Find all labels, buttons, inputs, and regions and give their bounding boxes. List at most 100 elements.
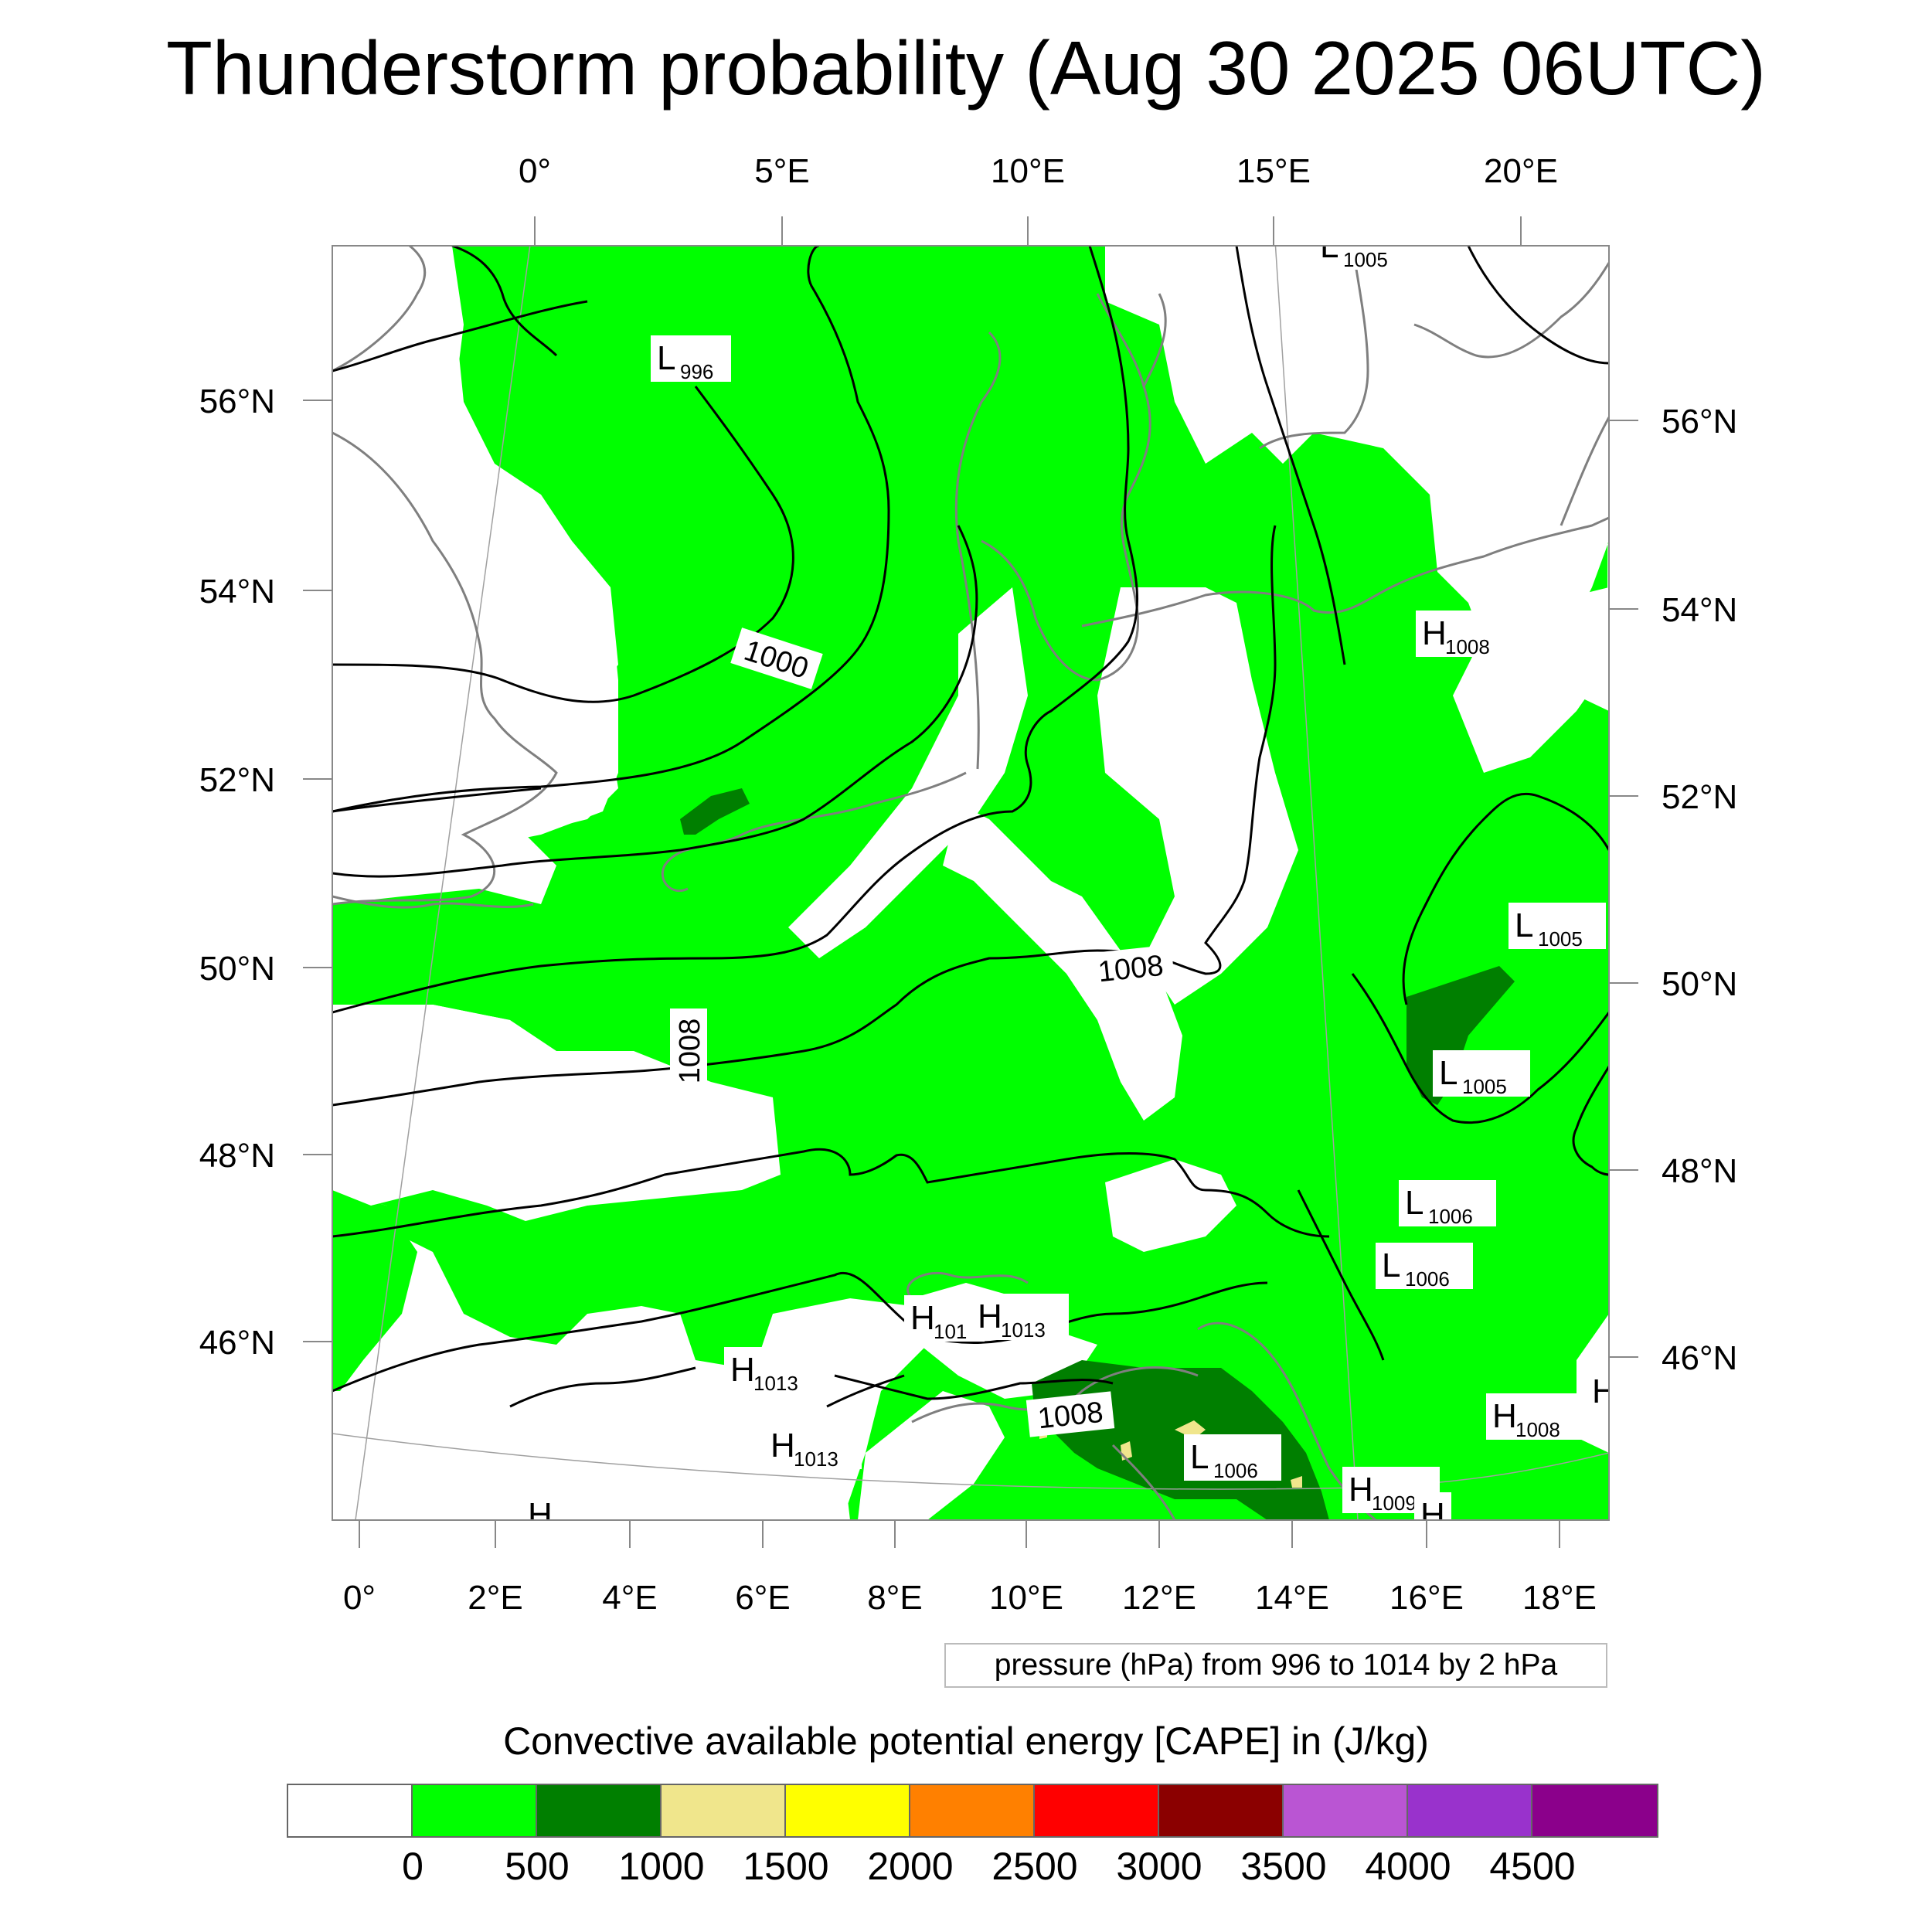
contour-label-1008-c: 1008 (1026, 1391, 1115, 1437)
pressure-center-label: H (1414, 1492, 1451, 1534)
pressure-center-value: 1008 (1515, 1418, 1560, 1441)
colorbar-tick-label: 3000 (1116, 1845, 1202, 1888)
pressure-center-letter: L (1439, 1054, 1458, 1092)
bottom-longitude-labels: 0° 2°E 4°E 6°E 8°E 10°E 12°E 14°E 16°E 1… (343, 1579, 1597, 1617)
pressure-center-value: 1006 (1213, 1459, 1258, 1482)
colorbar-swatch (1408, 1785, 1532, 1836)
lon-label-bottom: 6°E (735, 1579, 790, 1617)
pressure-center-letter: H (910, 1299, 935, 1337)
pressure-center-letter: H (1420, 1496, 1445, 1534)
contour-label-bg (730, 628, 823, 689)
pressure-center-letter: L (657, 339, 675, 377)
pressure-center-value: 1008 (1445, 635, 1490, 658)
pressure-center-letter: L (1515, 906, 1533, 944)
pressure-center-value: 996 (680, 360, 713, 383)
right-latitude-labels: 56°N 54°N 52°N 50°N 48°N 46°N (1662, 403, 1737, 1377)
lat-label-left: 56°N (199, 383, 275, 420)
pressure-center-value: 1006 (1428, 1205, 1473, 1228)
lon-label-bottom: 8°E (867, 1579, 922, 1617)
pressure-center-letter: L (1405, 1184, 1423, 1222)
lat-label-right: 48°N (1662, 1152, 1737, 1190)
pressure-center-letter: L (1190, 1438, 1209, 1476)
lon-label-bottom: 10°E (989, 1579, 1063, 1617)
pressure-center-letter: H (730, 1351, 755, 1389)
pressure-center-bg (971, 1294, 1069, 1340)
contour-label-text: 1008 (674, 1019, 706, 1084)
pressure-center-bg (724, 1347, 821, 1393)
cape-area-north-sea (332, 246, 1609, 1520)
colorbar-swatch (786, 1785, 910, 1836)
pressure-center-value: 1005 (1462, 1075, 1507, 1098)
lon-label-top: 15°E (1236, 152, 1311, 190)
contour-label-1008-a: 1008 (1086, 944, 1175, 991)
pressure-center-value: 1005 (1538, 927, 1583, 951)
colorbar-tick-label: 3500 (1240, 1845, 1327, 1888)
colorbar-swatch (537, 1785, 662, 1836)
pressure-center-letter: L (1382, 1247, 1400, 1284)
pressure-center-bg (1414, 1492, 1451, 1520)
lon-label-top: 5°E (754, 152, 809, 190)
contour-label-bg (670, 1009, 707, 1094)
colorbar-swatch (662, 1785, 786, 1836)
colorbar-tick-label: 2500 (992, 1845, 1078, 1888)
colorbar (287, 1784, 1658, 1838)
lat-label-left: 46°N (199, 1324, 275, 1362)
pressure-center-value: 1006 (1405, 1267, 1450, 1291)
pressure-center-label: H (1586, 1369, 1617, 1415)
graticule (332, 246, 1609, 1520)
colorbar-tick-label: 500 (505, 1845, 570, 1888)
pressure-center-bg (651, 335, 731, 382)
lon-label-top: 10°E (991, 152, 1065, 190)
colorbar-swatch (1159, 1785, 1284, 1836)
pressure-center-value: 101 (934, 1320, 967, 1343)
pressure-center-letter: H (1592, 1372, 1617, 1410)
lon-label-bottom: 18°E (1522, 1579, 1597, 1617)
pressure-center-letter: H (1492, 1397, 1517, 1435)
pressure-center-label: L 1006 (1399, 1180, 1496, 1228)
colorbar-tick-label: 1500 (743, 1845, 829, 1888)
axis-ticks (303, 216, 1638, 1548)
pressure-center-bg (1509, 903, 1606, 949)
pressure-center-bg (904, 1295, 985, 1342)
pressure-center-label: H (522, 1492, 559, 1534)
lat-label-right: 52°N (1662, 778, 1737, 816)
pressure-center-letter: H (1422, 614, 1447, 652)
pressure-center-letter: H (770, 1427, 795, 1464)
pressure-center-letter: H (528, 1496, 553, 1534)
map-frame (332, 245, 1610, 1521)
pressure-center-bg (764, 1423, 862, 1469)
contour-label-text: 1008 (1097, 950, 1165, 989)
pressure-center-value: 1009 (1372, 1492, 1417, 1515)
lon-label-bottom: 16°E (1389, 1579, 1464, 1617)
contour-label-text: 1008 (1036, 1396, 1104, 1436)
pressure-center-bg (1184, 1434, 1281, 1481)
top-longitude-labels: 0° 5°E 10°E 15°E 20°E (519, 152, 1558, 190)
pressure-center-label: L 1006 (1184, 1434, 1281, 1482)
colorbar-tick-label: 4000 (1365, 1845, 1451, 1888)
pressure-center-bg (1399, 1180, 1496, 1226)
lon-label-top: 20°E (1484, 152, 1558, 190)
colorbar-title: Convective available potential energy [C… (503, 1719, 1429, 1763)
lon-label-bottom: 12°E (1122, 1579, 1196, 1617)
pressure-center-bg (1433, 1050, 1530, 1097)
contour-label-bg (1086, 944, 1175, 991)
lon-label-bottom: 4°E (602, 1579, 657, 1617)
cape-area-west (332, 1190, 417, 1391)
pressure-center-bg (1314, 246, 1411, 270)
lat-label-left: 50°N (199, 950, 275, 988)
lat-label-right: 46°N (1662, 1339, 1737, 1377)
pressure-center-label: L 996 (651, 335, 731, 383)
lon-label-bottom: 0° (343, 1579, 376, 1617)
contour-legend: pressure (hPa) from 996 to 1014 by 2 hPa (944, 1643, 1607, 1688)
pressure-center-bg (1586, 1369, 1609, 1415)
left-latitude-labels: 56°N 54°N 52°N 50°N 48°N 46°N (199, 383, 275, 1362)
pressure-center-value: 1013 (753, 1372, 798, 1395)
